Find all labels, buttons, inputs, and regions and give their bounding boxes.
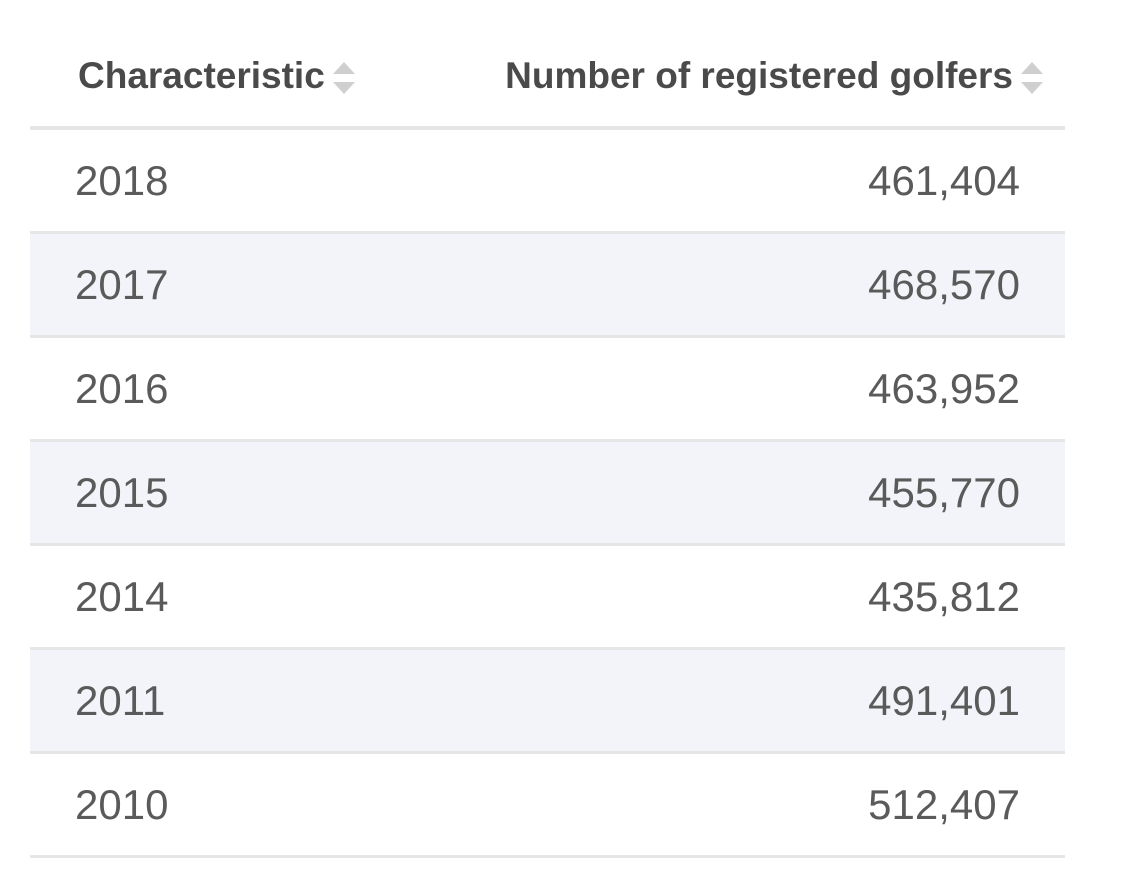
column-header-label: Number of registered golfers [505, 55, 1013, 96]
cell-year: 2010 [30, 752, 458, 858]
table-row: 2018 461,404 [30, 128, 1065, 234]
cell-registered-golfers: 512,407 [458, 752, 1065, 858]
table-row: 2011 491,401 [30, 648, 1065, 754]
cell-registered-golfers: 435,812 [458, 544, 1065, 650]
table-row: 2014 435,812 [30, 544, 1065, 650]
column-header-characteristic[interactable]: Characteristic [30, 26, 458, 130]
data-table: Characteristic Number of registered golf… [30, 26, 1065, 858]
table-row: 2010 512,407 [30, 752, 1065, 858]
cell-registered-golfers: 461,404 [458, 128, 1065, 234]
cell-registered-golfers: 491,401 [458, 648, 1065, 754]
column-header-label: Characteristic [78, 55, 325, 96]
column-header-registered-golfers[interactable]: Number of registered golfers [458, 26, 1065, 130]
cell-year: 2015 [30, 440, 458, 546]
cell-year: 2017 [30, 232, 458, 338]
data-table-container: Characteristic Number of registered golf… [30, 26, 1065, 858]
cell-year: 2011 [30, 648, 458, 754]
cell-year: 2018 [30, 128, 458, 234]
table-row: 2015 455,770 [30, 440, 1065, 546]
table-row: 2017 468,570 [30, 232, 1065, 338]
table-row: 2016 463,952 [30, 336, 1065, 442]
cell-registered-golfers: 468,570 [458, 232, 1065, 338]
cell-year: 2014 [30, 544, 458, 650]
cell-registered-golfers: 455,770 [458, 440, 1065, 546]
table-header-row: Characteristic Number of registered golf… [30, 26, 1065, 130]
table-body: 2018 461,404 2017 468,570 2016 463,952 2015 455… [30, 128, 1065, 858]
sort-icon[interactable] [1021, 61, 1043, 95]
cell-year: 2016 [30, 336, 458, 442]
sort-icon[interactable] [332, 61, 355, 95]
cell-registered-golfers: 463,952 [458, 336, 1065, 442]
